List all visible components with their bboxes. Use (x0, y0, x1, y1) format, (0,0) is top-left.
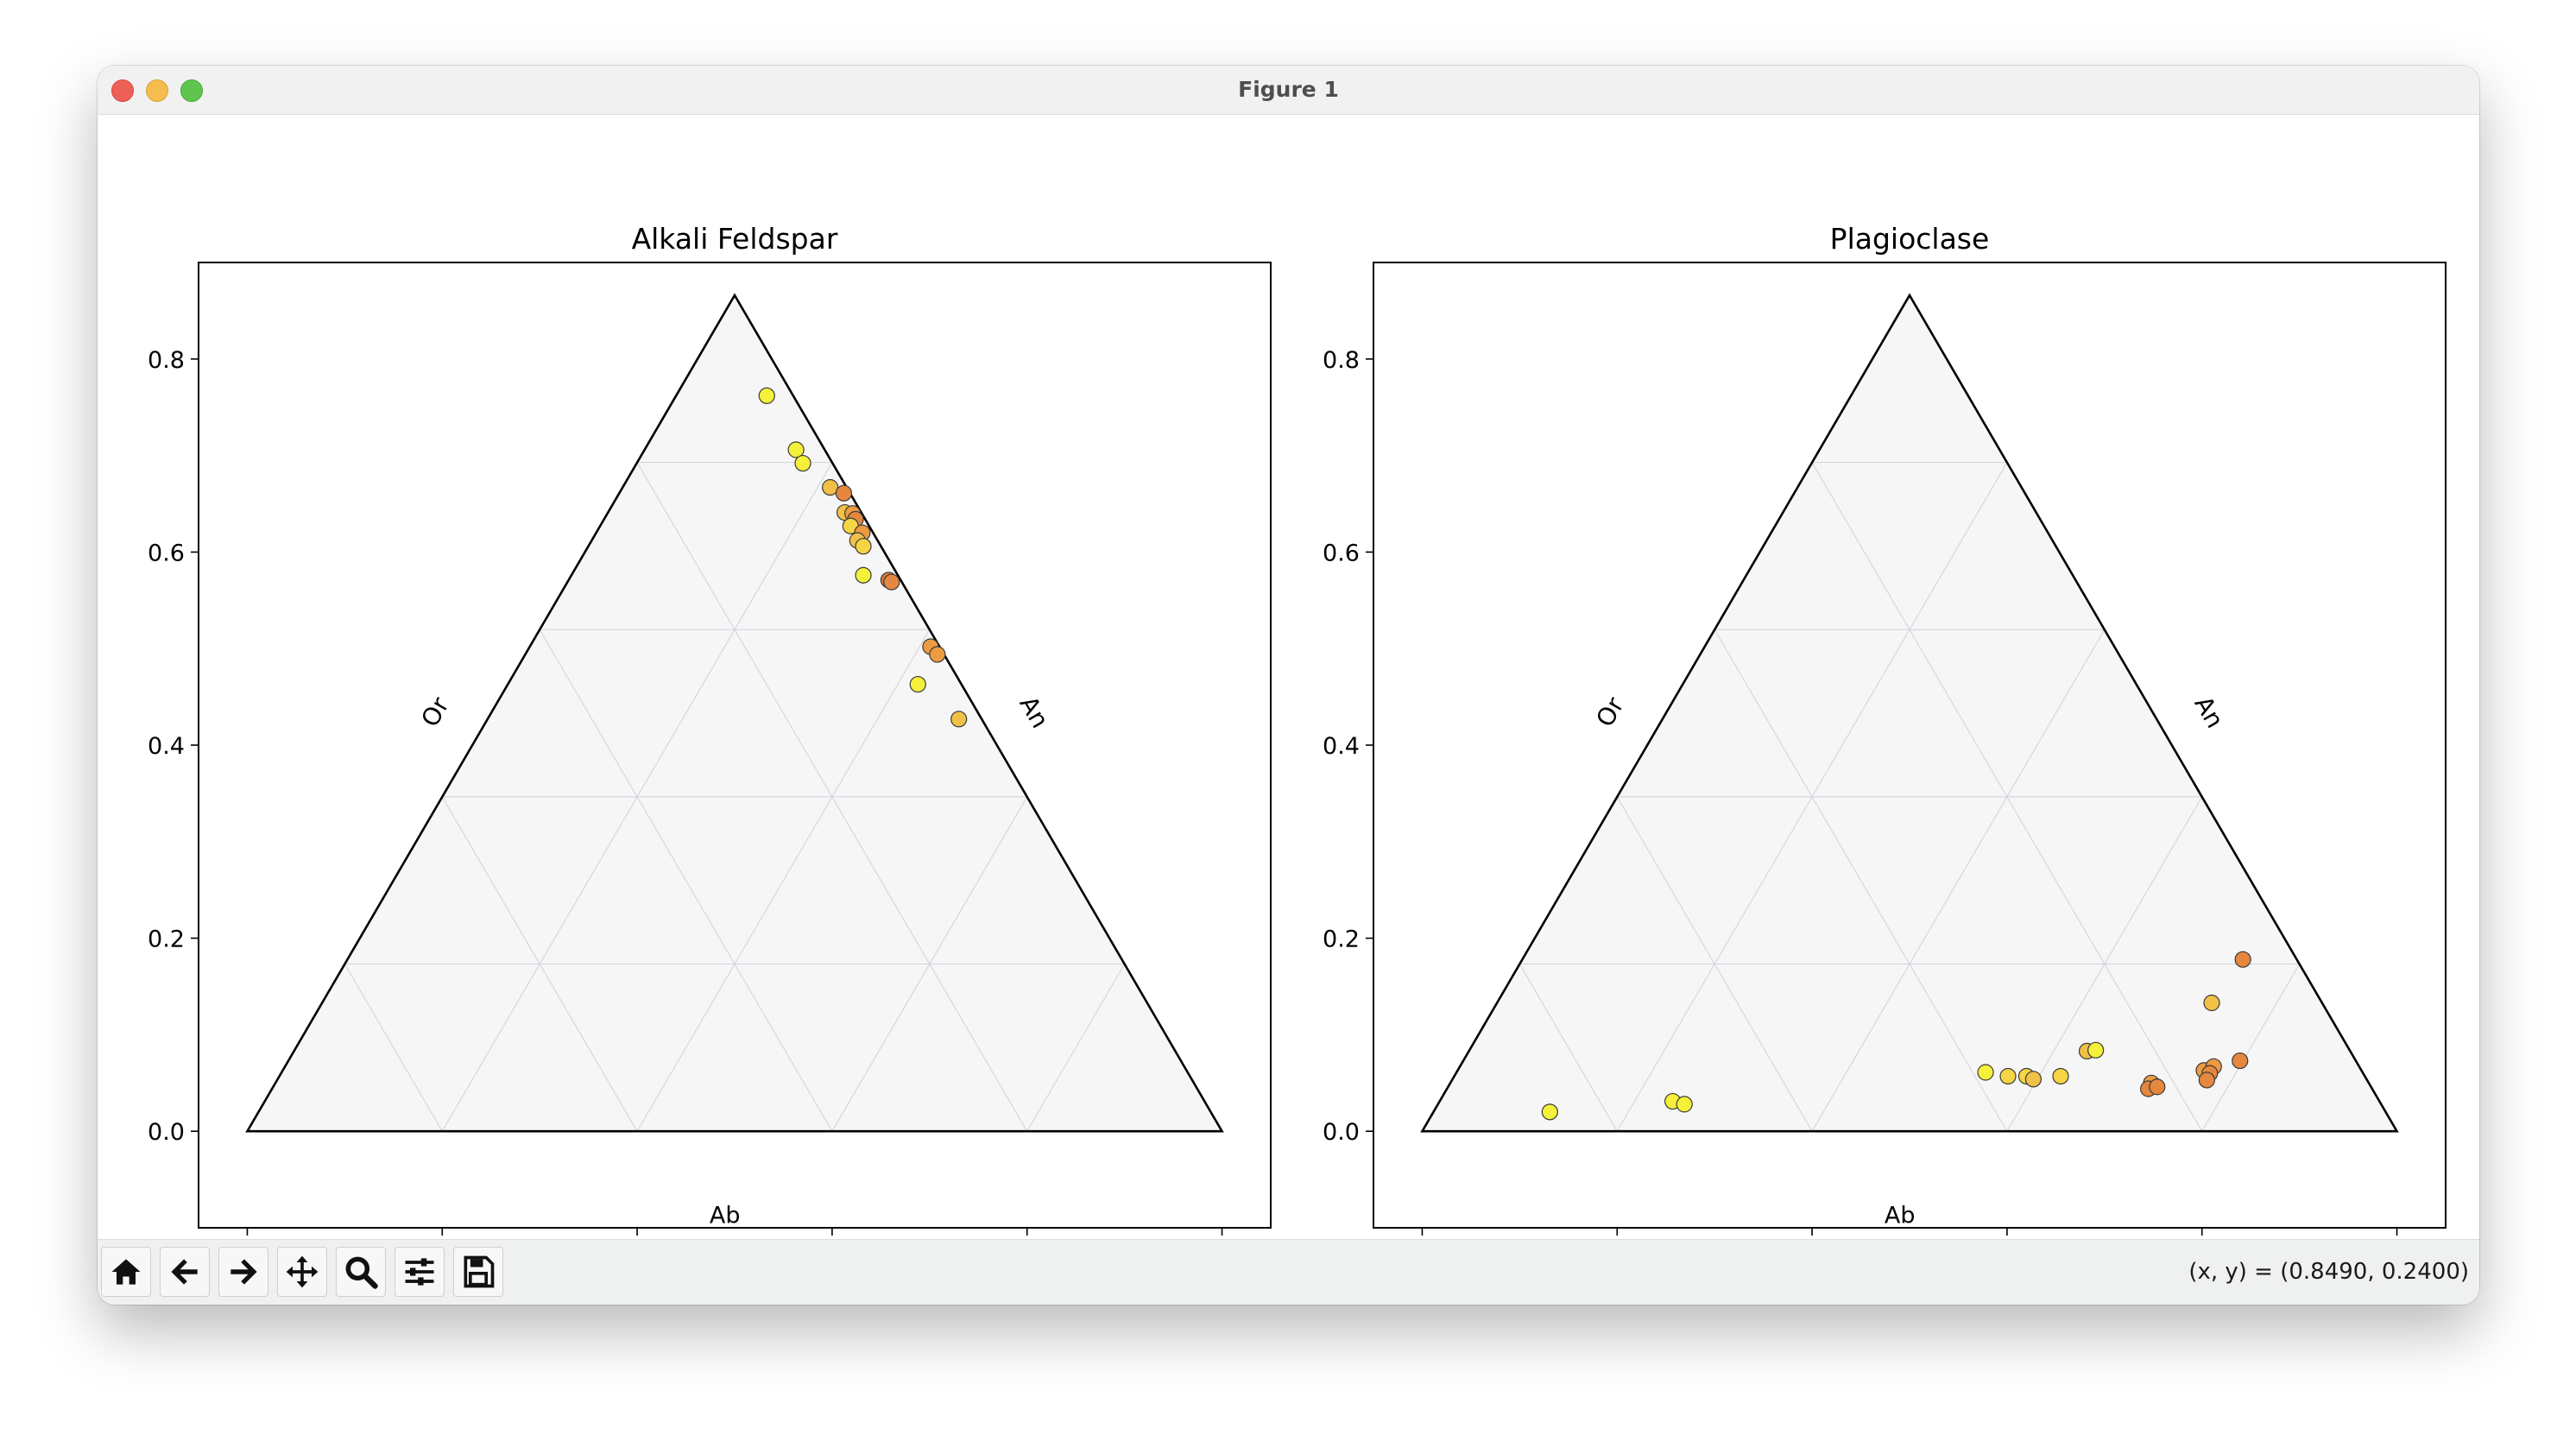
left-edge-label: Or (415, 692, 455, 732)
maximize-window-button[interactable] (180, 79, 203, 102)
back-icon (171, 1259, 198, 1285)
bottom-edge-label: Ab (710, 1202, 741, 1229)
data-point (2203, 994, 2220, 1012)
ternary-chart-1: 0.00.20.40.60.81.00.00.20.40.60.8Plagioc… (1323, 222, 2447, 1242)
navigation-toolbar: (x, y) = (0.8490, 0.2400) (98, 1239, 2479, 1305)
data-point (855, 538, 872, 555)
home-button[interactable] (101, 1247, 151, 1297)
pan-button[interactable] (277, 1247, 327, 1297)
configure-subplots-button[interactable] (395, 1247, 445, 1297)
forward-icon (230, 1259, 257, 1285)
configure-subplots-icon (405, 1258, 434, 1286)
window-title: Figure 1 (1238, 77, 1339, 102)
chart-title: Plagioclase (1830, 222, 1990, 256)
grid-line (344, 964, 443, 1132)
data-point (929, 646, 946, 663)
home-icon (111, 1259, 141, 1285)
data-point (2087, 1041, 2105, 1059)
grid-line (1616, 796, 1813, 1132)
minimize-window-button[interactable] (146, 79, 168, 102)
y-tick-label: 0.4 (1323, 733, 1360, 760)
grid-line (539, 629, 833, 1132)
back-button[interactable] (160, 1247, 210, 1297)
chart-title: Alkali Feldspar (632, 222, 838, 256)
title-bar: Figure 1 (98, 66, 2479, 115)
y-tick-label: 0.6 (1323, 540, 1360, 566)
triangle-fill (1422, 294, 2397, 1132)
data-point (1977, 1064, 1994, 1081)
data-point (1999, 1067, 2017, 1085)
y-tick-label: 0.8 (148, 347, 185, 374)
pan-icon (286, 1255, 319, 1288)
data-point (855, 566, 872, 584)
data-point (2232, 1052, 2249, 1070)
grid-line (1518, 964, 1618, 1132)
data-point (2234, 951, 2251, 968)
data-point (835, 484, 853, 502)
data-point (950, 711, 968, 728)
cursor-coordinates: (x, y) = (0.8490, 0.2400) (2188, 1259, 2469, 1285)
data-point (1541, 1103, 1558, 1121)
y-tick-label: 0.6 (148, 540, 185, 566)
y-tick-label: 0.2 (1323, 926, 1360, 953)
data-point (2198, 1072, 2215, 1089)
data-point (787, 441, 805, 458)
data-point (2149, 1078, 2166, 1096)
close-window-button[interactable] (111, 79, 134, 102)
zoom-button[interactable] (336, 1247, 386, 1297)
data-point (1676, 1096, 1693, 1113)
figure-canvas[interactable]: 0.00.20.40.60.81.00.00.20.40.60.8Alkali … (98, 114, 2479, 1305)
left-edge-label: Or (1590, 692, 1630, 732)
bottom-edge-label: Ab (1885, 1202, 1916, 1229)
y-tick-label: 0.4 (148, 733, 185, 760)
right-edge-label: An (2188, 691, 2229, 732)
data-point (909, 675, 926, 693)
triangle-fill (247, 294, 1222, 1132)
data-point (2052, 1067, 2069, 1085)
save-button[interactable] (453, 1247, 503, 1297)
y-tick-label: 0.2 (148, 926, 185, 953)
right-edge-label: An (1013, 691, 1054, 732)
grid-line (636, 629, 931, 1132)
y-tick-label: 0.8 (1323, 347, 1360, 374)
data-point (883, 573, 900, 591)
y-tick-label: 0.0 (1323, 1119, 1360, 1146)
grid-line (1026, 964, 1126, 1132)
data-point (2024, 1071, 2042, 1088)
grid-line (441, 796, 638, 1132)
ternary-chart-0: 0.00.20.40.60.81.00.00.20.40.60.8Alkali … (148, 222, 1272, 1242)
grid-line (1714, 629, 2008, 1132)
triangle-outline (245, 293, 1224, 1133)
grid-line (1811, 462, 2203, 1132)
grid-line (636, 462, 1028, 1132)
grid-line (1811, 629, 2106, 1132)
save-icon (464, 1255, 495, 1288)
y-tick-label: 0.0 (148, 1119, 185, 1146)
data-point (794, 454, 811, 472)
zoom-icon (345, 1256, 378, 1289)
triangle-outline (1420, 293, 2399, 1133)
figure-svg[interactable]: 0.00.20.40.60.81.00.00.20.40.60.8Alkali … (98, 114, 2479, 1242)
grid-line (2201, 964, 2301, 1132)
figure-window: Figure 1 0.00.20.40.60.81.00.00.20.40.60… (98, 66, 2479, 1305)
forward-button[interactable] (218, 1247, 268, 1297)
data-point (758, 387, 775, 404)
